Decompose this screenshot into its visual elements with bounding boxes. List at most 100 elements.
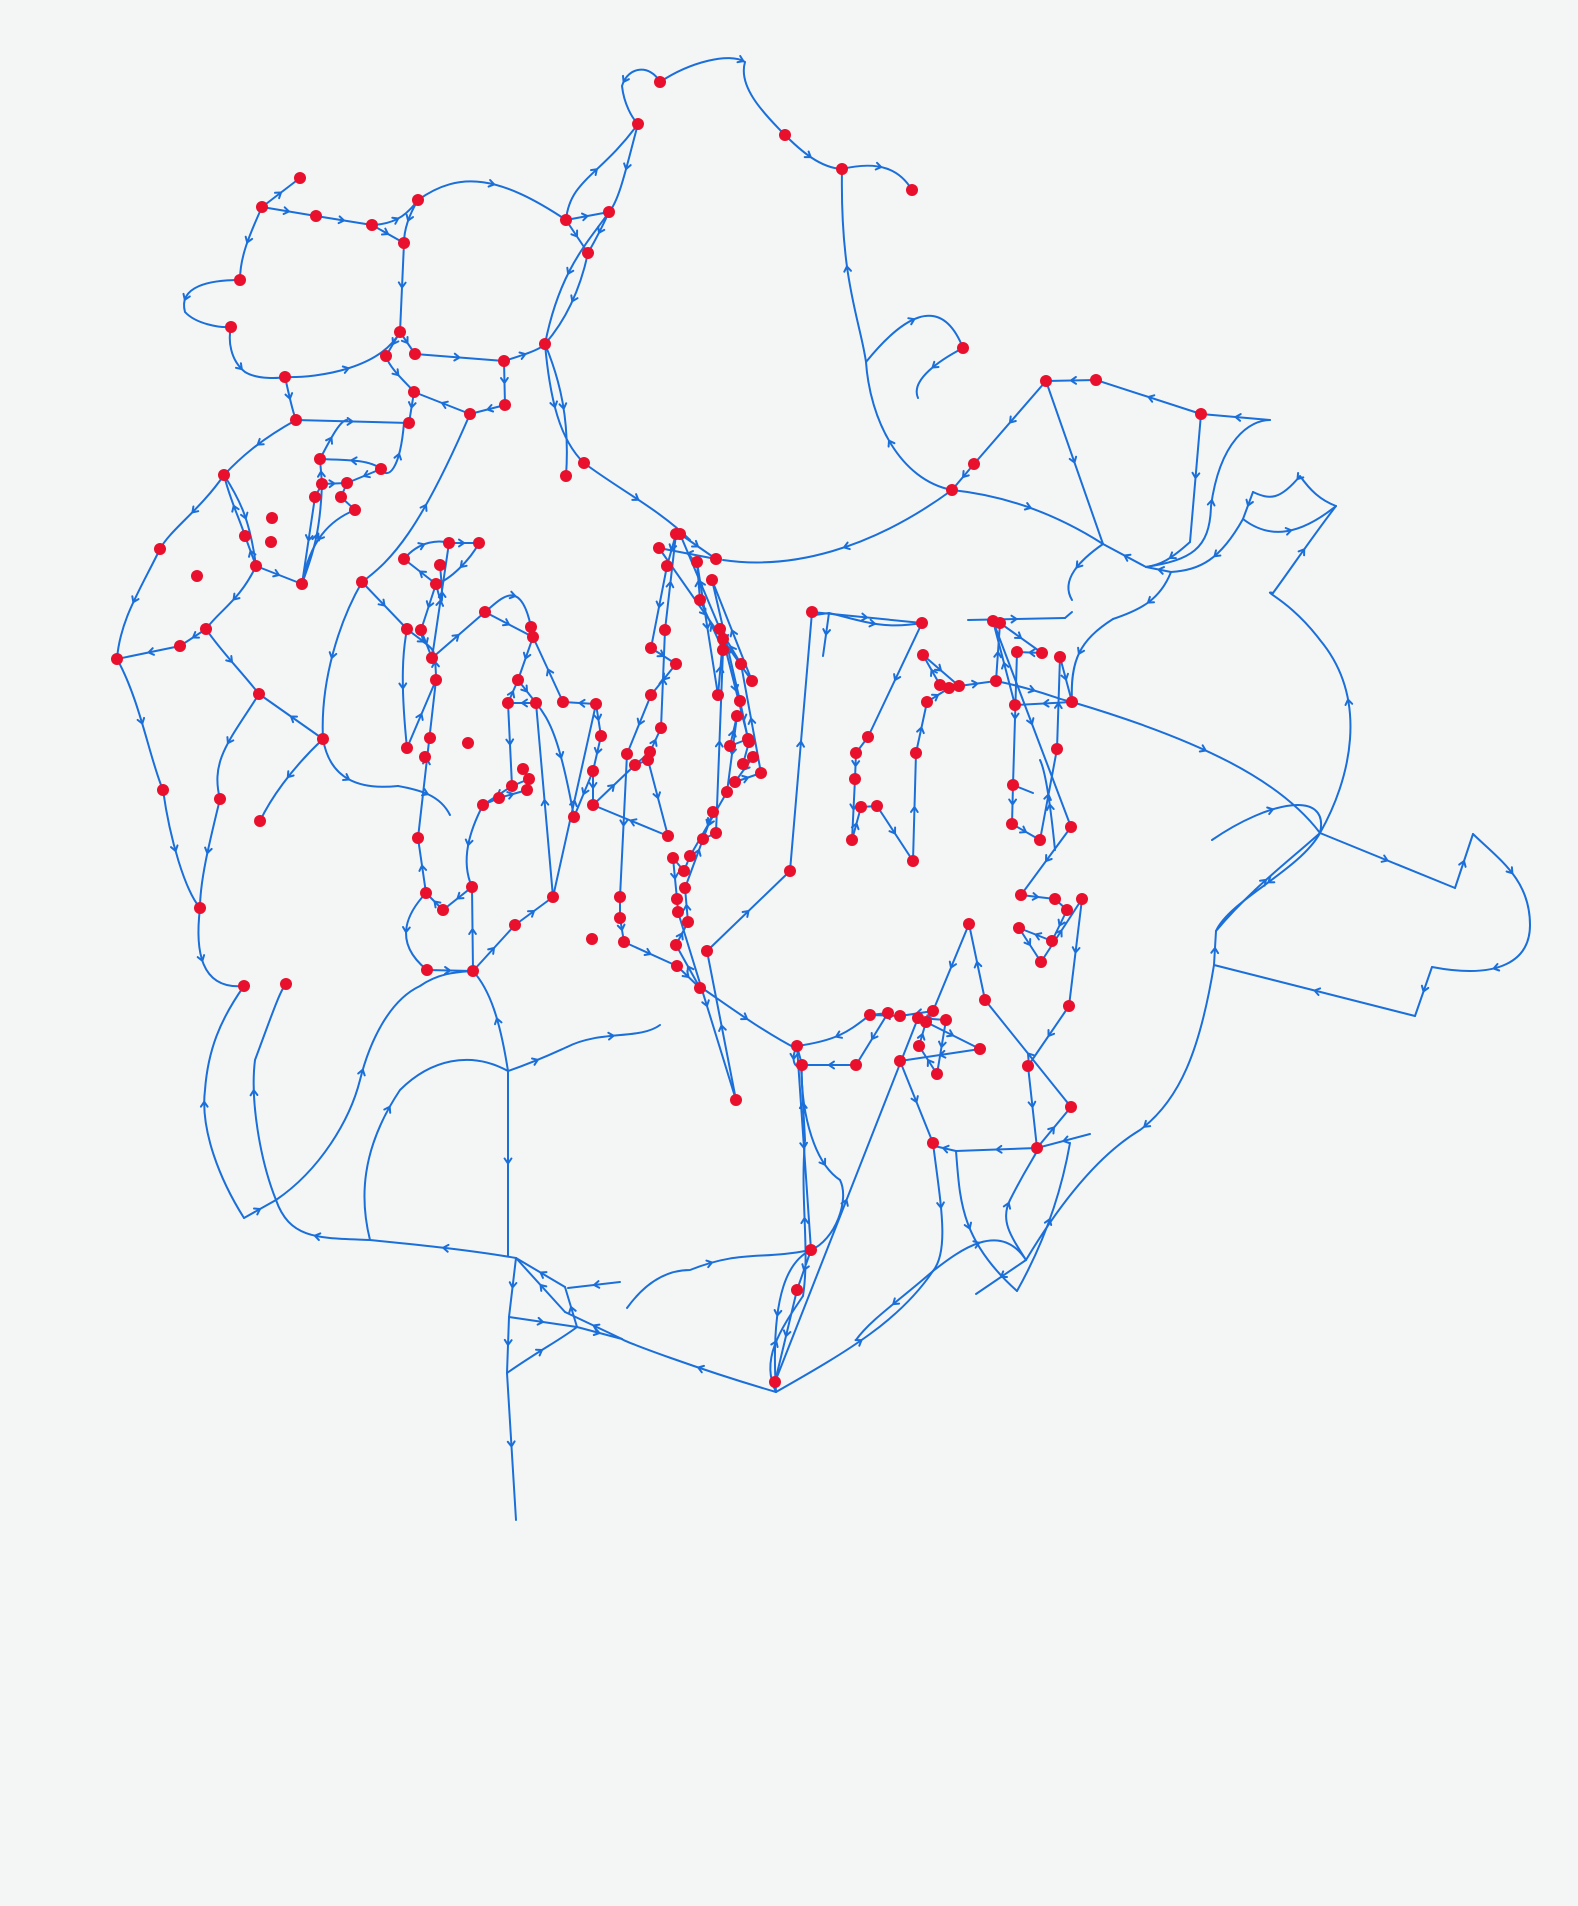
intersection-node[interactable] [603, 206, 615, 218]
intersection-node[interactable] [927, 1137, 939, 1149]
intersection-node[interactable] [882, 1007, 894, 1019]
intersection-node[interactable] [957, 342, 969, 354]
intersection-node[interactable] [644, 746, 656, 758]
intersection-node[interactable] [595, 730, 607, 742]
intersection-node[interactable] [1066, 696, 1078, 708]
intersection-node[interactable] [157, 784, 169, 796]
intersection-node[interactable] [714, 623, 726, 635]
intersection-node[interactable] [671, 893, 683, 905]
intersection-node[interactable] [855, 801, 867, 813]
intersection-node[interactable] [916, 617, 928, 629]
intersection-node[interactable] [506, 780, 518, 792]
intersection-node[interactable] [927, 1005, 939, 1017]
intersection-node[interactable] [499, 399, 511, 411]
intersection-node[interactable] [662, 830, 674, 842]
intersection-node[interactable] [437, 904, 449, 916]
intersection-node[interactable] [502, 697, 514, 709]
intersection-node[interactable] [462, 737, 474, 749]
intersection-node[interactable] [415, 624, 427, 636]
intersection-node[interactable] [614, 891, 626, 903]
intersection-node[interactable] [1061, 904, 1073, 916]
intersection-node[interactable] [250, 560, 262, 572]
intersection-node[interactable] [917, 649, 929, 661]
intersection-node[interactable] [525, 621, 537, 633]
intersection-node[interactable] [111, 653, 123, 665]
intersection-node[interactable] [420, 887, 432, 899]
intersection-node[interactable] [697, 833, 709, 845]
intersection-node[interactable] [654, 76, 666, 88]
intersection-node[interactable] [582, 247, 594, 259]
intersection-node[interactable] [1007, 779, 1019, 791]
intersection-node[interactable] [509, 919, 521, 931]
intersection-node[interactable] [1031, 1142, 1043, 1154]
intersection-node[interactable] [412, 194, 424, 206]
intersection-node[interactable] [784, 865, 796, 877]
intersection-node[interactable] [225, 321, 237, 333]
intersection-node[interactable] [1090, 374, 1102, 386]
intersection-node[interactable] [645, 642, 657, 654]
intersection-node[interactable] [266, 512, 278, 524]
intersection-node[interactable] [412, 832, 424, 844]
intersection-node[interactable] [1011, 646, 1023, 658]
intersection-node[interactable] [1063, 1000, 1075, 1012]
intersection-node[interactable] [645, 689, 657, 701]
intersection-node[interactable] [314, 453, 326, 465]
intersection-node[interactable] [477, 799, 489, 811]
intersection-node[interactable] [568, 811, 580, 823]
intersection-node[interactable] [934, 679, 946, 691]
intersection-node[interactable] [694, 594, 706, 606]
intersection-node[interactable] [742, 733, 754, 745]
intersection-node[interactable] [871, 800, 883, 812]
intersection-node[interactable] [467, 965, 479, 977]
intersection-node[interactable] [421, 964, 433, 976]
intersection-node[interactable] [194, 902, 206, 914]
intersection-node[interactable] [1013, 922, 1025, 934]
intersection-node[interactable] [1076, 893, 1088, 905]
intersection-node[interactable] [710, 827, 722, 839]
intersection-node[interactable] [737, 758, 749, 770]
intersection-node[interactable] [547, 891, 559, 903]
intersection-node[interactable] [521, 784, 533, 796]
intersection-node[interactable] [974, 1043, 986, 1055]
intersection-node[interactable] [931, 1068, 943, 1080]
intersection-node[interactable] [906, 184, 918, 196]
intersection-node[interactable] [335, 491, 347, 503]
intersection-node[interactable] [238, 980, 250, 992]
intersection-node[interactable] [806, 606, 818, 618]
intersection-node[interactable] [712, 689, 724, 701]
intersection-node[interactable] [1065, 1101, 1077, 1113]
intersection-node[interactable] [682, 916, 694, 928]
intersection-node[interactable] [517, 763, 529, 775]
intersection-node[interactable] [493, 792, 505, 804]
intersection-node[interactable] [667, 852, 679, 864]
intersection-node[interactable] [953, 680, 965, 692]
intersection-node[interactable] [1036, 647, 1048, 659]
intersection-node[interactable] [679, 882, 691, 894]
intersection-node[interactable] [791, 1040, 803, 1052]
intersection-node[interactable] [426, 652, 438, 664]
intersection-node[interactable] [796, 1059, 808, 1071]
intersection-node[interactable] [309, 491, 321, 503]
intersection-node[interactable] [721, 786, 733, 798]
intersection-node[interactable] [265, 536, 277, 548]
intersection-node[interactable] [661, 560, 673, 572]
intersection-node[interactable] [341, 477, 353, 489]
intersection-node[interactable] [850, 1059, 862, 1071]
intersection-node[interactable] [256, 201, 268, 213]
intersection-node[interactable] [653, 542, 665, 554]
intersection-node[interactable] [747, 751, 759, 763]
intersection-node[interactable] [678, 865, 690, 877]
intersection-node[interactable] [527, 631, 539, 643]
intersection-node[interactable] [850, 747, 862, 759]
intersection-node[interactable] [674, 528, 686, 540]
intersection-node[interactable] [560, 214, 572, 226]
intersection-node[interactable] [913, 1040, 925, 1052]
intersection-node[interactable] [1009, 699, 1021, 711]
intersection-node[interactable] [1049, 893, 1061, 905]
intersection-node[interactable] [632, 118, 644, 130]
intersection-node[interactable] [191, 570, 203, 582]
intersection-node[interactable] [375, 463, 387, 475]
intersection-node[interactable] [779, 129, 791, 141]
intersection-node[interactable] [174, 640, 186, 652]
intersection-node[interactable] [409, 348, 421, 360]
